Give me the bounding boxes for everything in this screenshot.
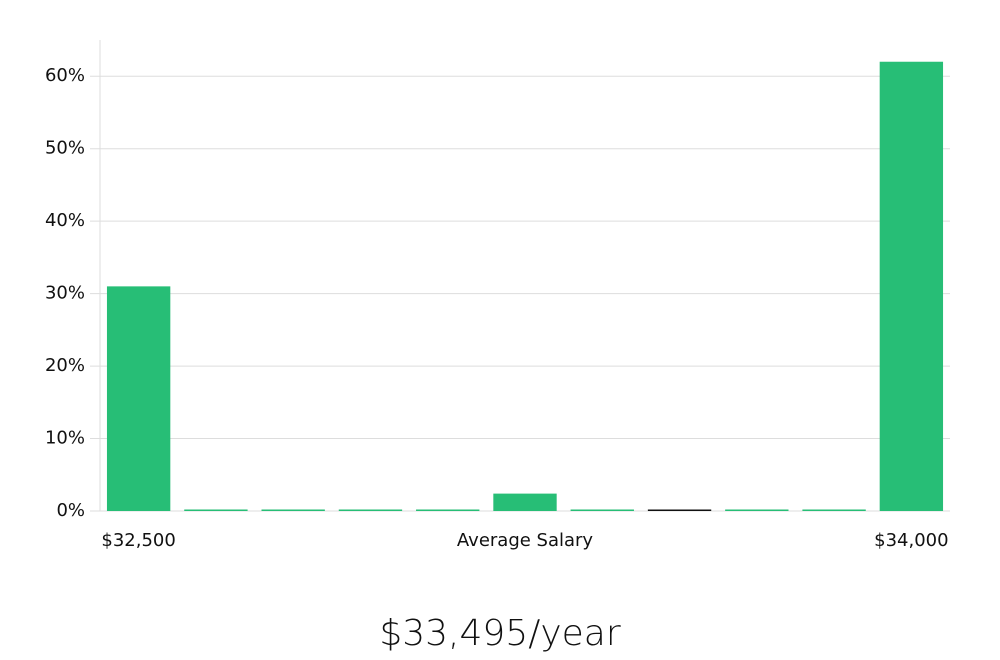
- bar: [879, 61, 944, 511]
- average-salary: $33,495/year: [379, 613, 621, 654]
- bar: [570, 509, 634, 511]
- x-tick-label: $34,000: [874, 530, 948, 551]
- bar: [261, 509, 325, 511]
- y-tick-label: 40%: [45, 210, 85, 231]
- y-tick-label: 50%: [45, 138, 85, 159]
- bar: [725, 509, 789, 511]
- x-axis-label: Average Salary: [457, 530, 594, 551]
- bar: [647, 509, 712, 511]
- y-tick-label: 0%: [56, 500, 85, 521]
- bar: [106, 286, 171, 511]
- x-tick-label: $32,500: [101, 530, 175, 551]
- y-tick-label: 30%: [45, 283, 85, 304]
- bar: [493, 493, 557, 511]
- y-tick-label: 20%: [45, 355, 85, 376]
- bar: [338, 509, 403, 511]
- bar: [416, 509, 480, 511]
- y-tick-label: 60%: [45, 65, 85, 86]
- bar: [184, 509, 248, 511]
- bar: [802, 509, 866, 511]
- y-tick-label: 10%: [45, 428, 85, 449]
